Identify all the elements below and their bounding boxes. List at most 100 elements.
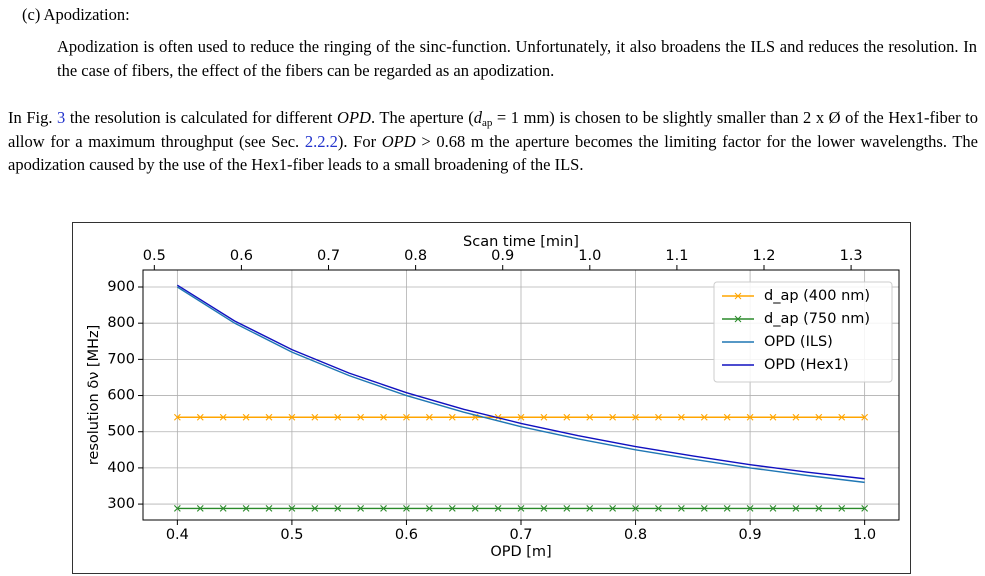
marker bbox=[815, 413, 823, 421]
marker bbox=[792, 413, 800, 421]
italic-text: OPD bbox=[381, 131, 416, 151]
marker bbox=[746, 413, 754, 421]
marker bbox=[632, 505, 639, 512]
x-tick-label: 0.9 bbox=[739, 527, 762, 543]
italic-text: d bbox=[473, 108, 482, 127]
marker bbox=[403, 505, 410, 512]
x-tick-label: 0.8 bbox=[624, 527, 647, 543]
marker bbox=[861, 413, 869, 421]
text: > 0.68 m the aperture becomes the limiti… bbox=[8, 131, 979, 175]
figure-link[interactable]: 3 bbox=[57, 108, 66, 127]
marker bbox=[448, 505, 456, 512]
chart: 0.4 0.5 0.6 0.7 0.8 0.9 1.0 300 400 500 600 700 800 9… bbox=[72, 222, 911, 574]
x2-tick-label: 0.9 bbox=[491, 248, 514, 264]
marker bbox=[838, 505, 846, 512]
marker bbox=[815, 505, 823, 512]
marker bbox=[609, 413, 617, 421]
x-tick-label: 0.4 bbox=[166, 527, 189, 543]
marker bbox=[677, 413, 685, 421]
x2-tick-label: 0.5 bbox=[143, 248, 166, 264]
x2-tick-label: 1.2 bbox=[752, 248, 775, 264]
y-tick-label: 300 bbox=[107, 496, 135, 512]
x-axis-label: OPD [m] bbox=[490, 544, 551, 560]
marker bbox=[792, 505, 800, 512]
marker bbox=[380, 505, 387, 512]
text: In Fig. bbox=[8, 108, 58, 127]
series-line bbox=[176, 286, 865, 484]
marker bbox=[219, 413, 227, 421]
marker bbox=[517, 413, 525, 421]
x-tick-label: 0.5 bbox=[280, 527, 303, 543]
marker bbox=[425, 413, 433, 421]
paragraph: In Fig. 3 the resolution is calculated f… bbox=[8, 106, 978, 177]
marker bbox=[563, 413, 571, 421]
marker bbox=[517, 505, 525, 512]
marker bbox=[746, 505, 754, 512]
x2-tick-label: 1.0 bbox=[578, 248, 601, 264]
marker bbox=[861, 505, 869, 512]
y-axis-label: resolution δν [MHz] bbox=[86, 325, 102, 466]
marker bbox=[334, 505, 342, 512]
marker bbox=[700, 413, 708, 421]
marker bbox=[494, 505, 502, 512]
marker bbox=[173, 505, 181, 512]
x-tick-label: 0.7 bbox=[509, 527, 532, 543]
y-tick-label: 400 bbox=[107, 460, 135, 476]
section-heading: (c) Apodization: bbox=[22, 5, 130, 24]
marker bbox=[311, 413, 319, 421]
legend-marker bbox=[734, 315, 742, 323]
text: = 1 mm) is chosen to be slightly smaller… bbox=[8, 108, 978, 151]
marker bbox=[448, 413, 456, 421]
y-tick-label: 700 bbox=[107, 351, 135, 367]
x2-tick-label: 0.6 bbox=[230, 248, 253, 264]
marker bbox=[288, 413, 296, 421]
x-tick-label: 1.0 bbox=[853, 527, 876, 543]
italic-text: OPD bbox=[337, 108, 371, 127]
text: Apodization is often used to reduce the … bbox=[57, 37, 977, 80]
text: the resolution is calculated for differe… bbox=[65, 108, 338, 127]
marker bbox=[769, 505, 777, 512]
x2-axis-label: Scan time [min] bbox=[463, 234, 579, 250]
marker bbox=[586, 413, 594, 421]
paragraph: Apodization is often used to reduce the … bbox=[57, 35, 977, 82]
marker bbox=[311, 505, 319, 512]
marker bbox=[242, 505, 250, 512]
marker bbox=[677, 505, 685, 512]
marker bbox=[219, 505, 227, 512]
series-line bbox=[176, 284, 865, 480]
marker bbox=[173, 413, 181, 421]
marker bbox=[586, 505, 594, 512]
marker bbox=[242, 413, 250, 421]
marker bbox=[403, 413, 410, 421]
marker bbox=[655, 505, 662, 512]
x-tick-label: 0.6 bbox=[395, 527, 418, 543]
marker bbox=[288, 505, 296, 512]
marker bbox=[838, 413, 846, 421]
text: . The aperture ( bbox=[370, 108, 474, 127]
legend-label: d_ap (400 nm) bbox=[764, 288, 870, 304]
marker bbox=[655, 413, 662, 421]
y-tick-label: 900 bbox=[107, 279, 135, 295]
marker bbox=[700, 505, 708, 512]
plot-frame bbox=[142, 269, 900, 521]
y-tick-label: 600 bbox=[107, 388, 135, 404]
marker bbox=[723, 413, 731, 421]
subscript: ap bbox=[481, 117, 493, 129]
marker bbox=[769, 413, 777, 421]
marker bbox=[540, 505, 548, 512]
x2-tick-label: 1.1 bbox=[665, 248, 688, 264]
marker bbox=[632, 413, 639, 421]
legend-box bbox=[713, 281, 893, 383]
marker bbox=[540, 413, 548, 421]
text: ). For bbox=[337, 131, 382, 151]
marker bbox=[723, 505, 731, 512]
marker bbox=[357, 505, 365, 512]
y-tick-label: 500 bbox=[107, 424, 135, 440]
marker bbox=[196, 413, 204, 421]
legend-label: OPD (ILS) bbox=[764, 334, 833, 350]
section-link[interactable]: 2.2.2 bbox=[304, 131, 338, 151]
x2-tick-label: 1.3 bbox=[840, 248, 863, 264]
marker bbox=[609, 505, 617, 512]
marker bbox=[357, 413, 365, 421]
legend-label: d_ap (750 nm) bbox=[764, 311, 870, 327]
